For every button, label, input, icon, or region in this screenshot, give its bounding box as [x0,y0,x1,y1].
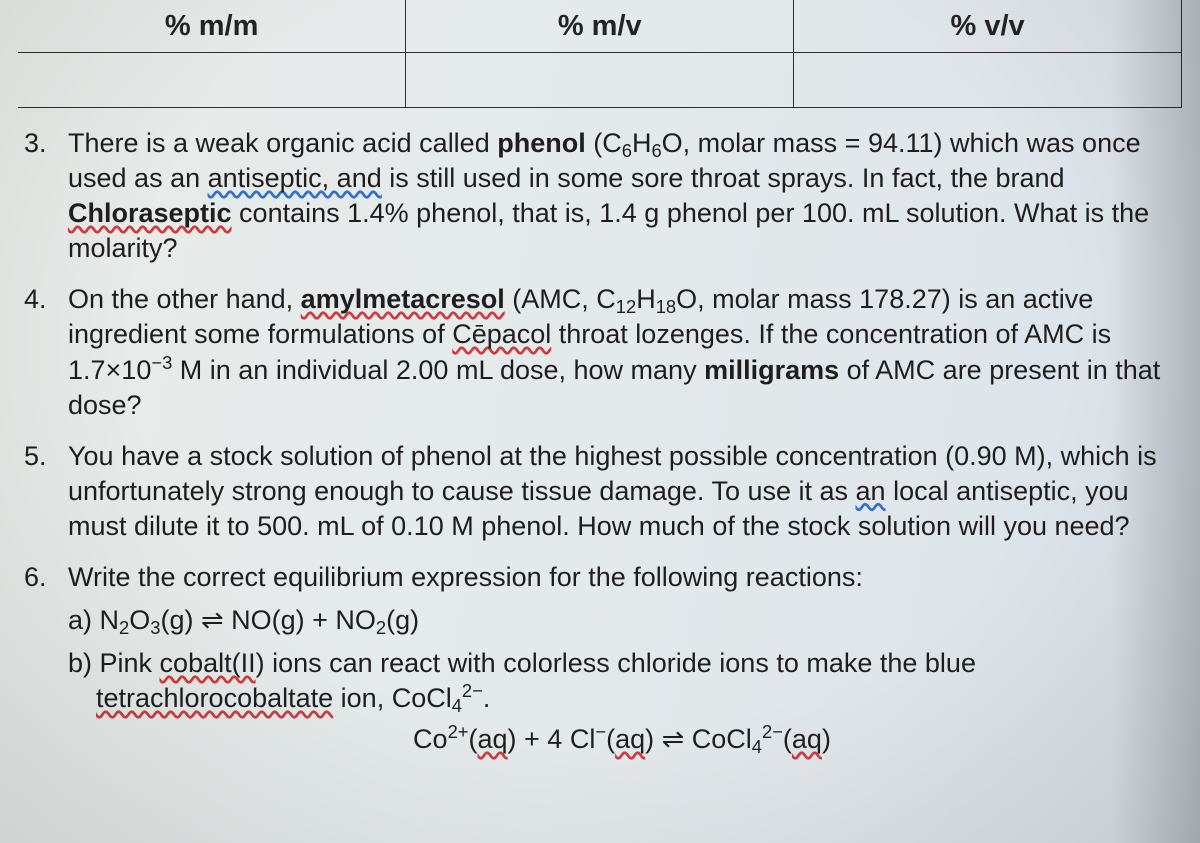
q6a-sub2a: 2 [119,617,129,638]
eq-close3: ) [822,724,831,754]
question-6: Write the correct equilibrium expression… [68,560,1176,757]
q6a-o: O [129,605,150,635]
cell-mv [406,53,794,108]
q6-part-a: a) N2O3(g) ⇌ NO(g) + NO2(g) [68,603,1176,638]
eq-sup-m: − [595,721,606,742]
eq-sup-2p: 2+ [448,721,469,742]
q4-text-a: On the other hand, [68,284,301,314]
q3-text-c: is still used in some sore throat sprays… [382,163,1065,193]
question-4: On the other hand, amylmetacresol (AMC, … [68,282,1176,422]
q6a-label: a) [68,605,100,635]
table: % m/m % m/v % v/v [18,0,1182,108]
table-header-row: % m/m % m/v % v/v [18,0,1182,53]
q3-sub-6b: 6 [651,140,661,161]
eq-sup-2m-b: 2− [762,721,783,742]
eq-co: Co [413,724,448,754]
q4-sub-12: 12 [616,297,636,318]
q6-text: Write the correct equilibrium expression… [68,562,863,592]
col-header-vv: % v/v [794,0,1182,53]
q4-text-e: M in an individual 2.00 mL dose, how man… [172,355,704,385]
question-list: There is a weak organic acid called phen… [18,126,1182,758]
col-header-mm: % m/m [18,0,406,53]
q6-part-b: b) Pink cobalt(II) ions can react with c… [68,646,1176,716]
q6b-paren-close: ) [256,648,265,678]
q6-equation: Co2+(aq) + 4 Cl−(aq) ⇌ CoCl42−(aq) [68,722,1176,757]
q6b-spell-cobalt: cobalt(II [160,648,256,678]
q6a-mid: (g) ⇌ NO(g) + NO [160,605,375,635]
q4-bold-milligrams: milligrams [704,355,839,385]
q6b-sub4a: 4 [452,695,462,716]
q3-grammar-antiseptic: antiseptic, and [208,163,382,193]
q3-h: H [632,128,652,158]
q5-grammar-an: an [856,476,886,506]
concentration-table: % m/m % m/v % v/v [18,0,1182,108]
cell-vv [794,53,1182,108]
eq-aq2: aq [615,724,645,754]
col-header-mv: % m/v [406,0,794,53]
q3-bold-phenol: phenol [497,128,586,158]
q3-text-a: There is a weak organic acid called [68,128,497,158]
q6a-n: N [100,605,120,635]
q3-spell-chloraseptic: Chloraseptic [68,198,232,228]
q4-sub-18: 18 [656,297,676,318]
cell-mm [18,53,406,108]
question-5: You have a stock solution of phenol at t… [68,439,1176,544]
eq-mid1: ) + 4 Cl [508,724,596,754]
question-3: There is a weak organic acid called phen… [68,126,1176,266]
eq-open2: ( [606,724,615,754]
q3-formula-open: (C [586,128,622,158]
table-blank-row [18,53,1182,108]
q3-sub-6a: 6 [622,140,632,161]
eq-aq3: aq [792,724,822,754]
q6b-pre: Pink [100,648,160,678]
q4-sup-neg3: −3 [151,351,172,372]
q6b-mid1: ions can react with colorless chloride i… [265,648,976,678]
q4-h: H [636,284,656,314]
q6b-sup2m-a: 2− [462,680,483,701]
q6a-end: (g) [386,605,419,635]
worksheet-page: % m/m % m/v % v/v There is a weak organi… [0,0,1200,843]
q4-spell-amylmetacresol: amylmetacresol [301,284,505,314]
eq-mid2: ) ⇌ CoCl [645,724,752,754]
q6a-sub2b: 2 [376,617,386,638]
eq-sub4b: 4 [752,737,762,758]
q6a-sub3: 3 [150,617,160,638]
eq-open1: ( [469,724,478,754]
eq-open3: ( [783,724,792,754]
q6b-mid2: ion, CoCl [333,683,452,713]
q6b-label: b) [68,648,100,678]
eq-aq1: aq [478,724,508,754]
q6b-spell-tetra: tetrachlorocobaltate [96,683,333,713]
q4-text-b: (AMC, C [505,284,616,314]
q4-spell-cepacol: Cēpacol [452,319,551,349]
q6b-dot: . [483,683,491,713]
